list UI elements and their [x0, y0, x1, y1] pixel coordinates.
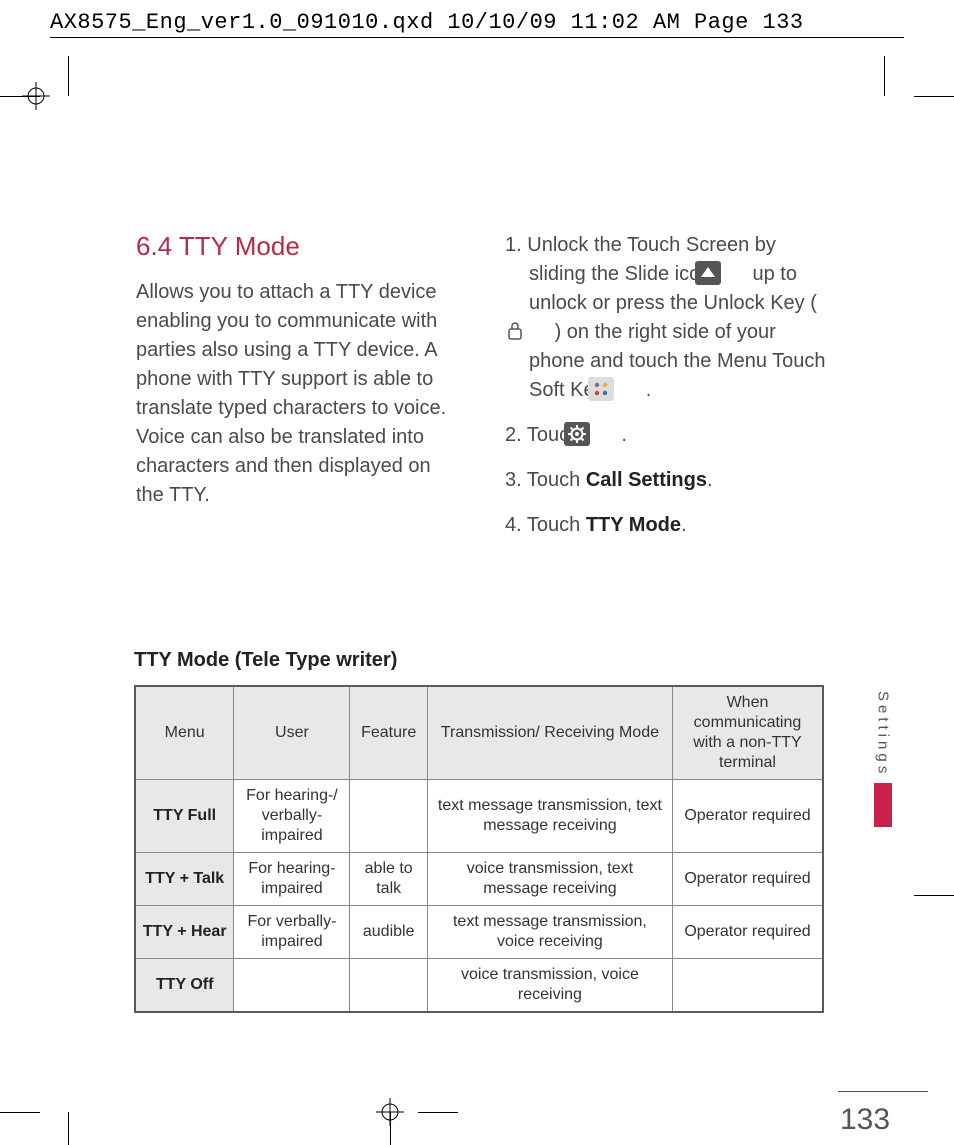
crop-mark — [884, 56, 885, 96]
table-title: TTY Mode (Tele Type writer) — [134, 649, 397, 672]
crop-mark — [0, 1112, 40, 1113]
section-heading: 6.4 TTY Mode — [136, 231, 457, 262]
page-number: 133 — [840, 1103, 890, 1137]
cell-user: For verbally-impaired — [234, 906, 350, 959]
cell-menu: TTY + Hear — [135, 906, 234, 959]
menu-softkey-icon — [612, 377, 638, 401]
side-tab-bar — [874, 783, 892, 827]
tty-mode-table: Menu User Feature Transmission/ Receivin… — [134, 685, 824, 1013]
registration-mark-icon — [22, 82, 50, 110]
cell-user: For hearing-impaired — [234, 853, 350, 906]
cell-menu: TTY + Talk — [135, 853, 234, 906]
cell-mode: voice transmission, voice receiving — [427, 959, 672, 1013]
cell-user: For hearing-/ verbally-impaired — [234, 780, 350, 853]
steps-list: Unlock the Touch Screen by sliding the S… — [505, 231, 826, 540]
table-row: TTY + Talk For hearing-impaired able to … — [135, 853, 823, 906]
step-text: . — [681, 514, 687, 536]
side-tab: Settings — [838, 691, 928, 827]
cell-feature: able to talk — [350, 853, 427, 906]
cell-feature — [350, 959, 427, 1013]
intro-paragraph: Allows you to attach a TTY device enabli… — [136, 278, 457, 510]
slide-up-icon — [719, 261, 745, 285]
crop-mark — [914, 96, 954, 97]
cell-mode: text message transmission, voice receivi… — [427, 906, 672, 959]
page-number-rule — [838, 1091, 928, 1092]
cell-mode: text message transmission, text message … — [427, 780, 672, 853]
col-mode: Transmission/ Receiving Mode — [427, 686, 672, 780]
table-row: TTY Off voice transmission, voice receiv… — [135, 959, 823, 1013]
cell-nontty: Operator required — [672, 906, 823, 959]
crop-mark — [914, 895, 954, 896]
step-text: Touch — [527, 469, 586, 491]
step-bold: TTY Mode — [586, 514, 681, 536]
page-content: 6.4 TTY Mode Allows you to attach a TTY … — [68, 95, 888, 1115]
col-nontty: When communicating with a non-TTY termin… — [672, 686, 823, 780]
unlock-key-icon — [531, 321, 547, 341]
cell-user — [234, 959, 350, 1013]
two-column-body: 6.4 TTY Mode Allows you to attach a TTY … — [136, 231, 826, 556]
col-user: User — [234, 686, 350, 780]
left-column: 6.4 TTY Mode Allows you to attach a TTY … — [136, 231, 457, 556]
step-1: Unlock the Touch Screen by sliding the S… — [505, 231, 826, 405]
crop-mark — [68, 1112, 69, 1145]
step-text: . — [707, 469, 713, 491]
cell-feature — [350, 780, 427, 853]
step-bold: Call Settings — [586, 469, 707, 491]
table-header-row: Menu User Feature Transmission/ Receivin… — [135, 686, 823, 780]
step-2: Touch . — [505, 421, 826, 450]
cell-menu: TTY Full — [135, 780, 234, 853]
cell-nontty: Operator required — [672, 780, 823, 853]
cell-mode: voice transmission, text message receivi… — [427, 853, 672, 906]
cell-nontty: Operator required — [672, 853, 823, 906]
right-column: Unlock the Touch Screen by sliding the S… — [505, 231, 826, 556]
step-text: ) on the right side of your phone and to… — [529, 321, 826, 401]
print-slug: AX8575_Eng_ver1.0_091010.qxd 10/10/09 11… — [50, 10, 904, 38]
step-text: . — [646, 379, 652, 401]
col-feature: Feature — [350, 686, 427, 780]
cell-nontty — [672, 959, 823, 1013]
cell-feature: audible — [350, 906, 427, 959]
cell-menu: TTY Off — [135, 959, 234, 1013]
step-3: Touch Call Settings. — [505, 466, 826, 495]
table-row: TTY Full For hearing-/ verbally-impaired… — [135, 780, 823, 853]
crop-mark — [68, 56, 69, 96]
table-row: TTY + Hear For verbally-impaired audible… — [135, 906, 823, 959]
step-4: Touch TTY Mode. — [505, 511, 826, 540]
side-tab-label: Settings — [875, 691, 892, 777]
step-text: . — [621, 424, 627, 446]
col-menu: Menu — [135, 686, 234, 780]
step-text: Touch — [527, 514, 586, 536]
settings-gear-icon — [588, 422, 614, 446]
